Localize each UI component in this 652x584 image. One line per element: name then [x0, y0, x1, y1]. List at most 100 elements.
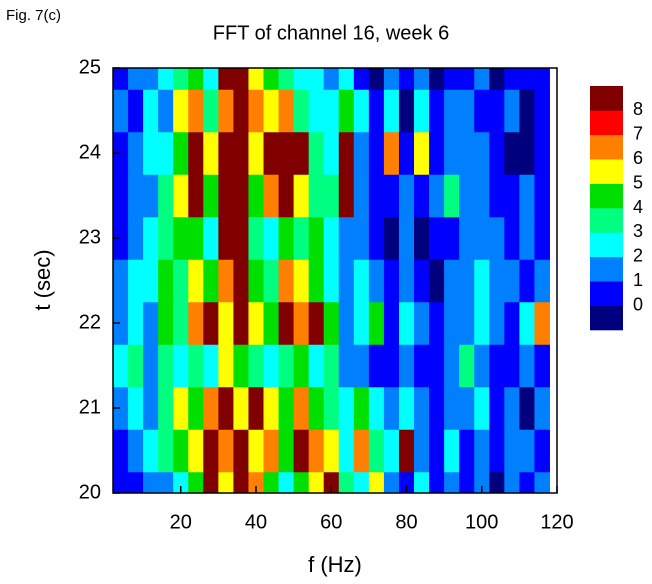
heatmap-cell	[398, 259, 415, 303]
heatmap-cell	[143, 68, 159, 90]
heatmap-cell	[534, 301, 550, 345]
heatmap-cell	[474, 301, 490, 345]
heatmap-cell	[489, 386, 505, 430]
heatmap-cell	[504, 174, 520, 218]
heatmap-cell	[534, 131, 550, 175]
heatmap-cell	[308, 68, 325, 90]
heatmap-cell	[353, 216, 370, 260]
x-tick-label: 80	[395, 511, 417, 533]
heatmap-cell	[278, 131, 295, 175]
heatmap-cell	[278, 259, 295, 303]
heatmap-cell	[383, 259, 400, 303]
heatmap-cell	[173, 259, 189, 303]
heatmap-cell	[308, 471, 325, 493]
heatmap-cell	[278, 174, 295, 218]
heatmap-cell	[293, 89, 310, 133]
heatmap-cell	[233, 471, 249, 493]
colorbar-label: 1	[633, 270, 643, 290]
heatmap-cell	[203, 386, 219, 430]
heatmap-cell	[383, 386, 400, 430]
heatmap-cell	[353, 174, 370, 218]
heatmap-cell	[113, 301, 129, 345]
heatmap-cell	[353, 131, 370, 175]
heatmap-cell	[308, 174, 325, 218]
heatmap-cell	[474, 471, 490, 493]
plot-frame	[112, 67, 558, 494]
heatmap-cell	[158, 344, 174, 388]
heatmap-cell	[263, 131, 280, 175]
heatmap-cell	[113, 259, 129, 303]
heatmap-cell	[489, 68, 505, 90]
heatmap-cell	[173, 471, 189, 493]
heatmap-cell	[293, 471, 310, 493]
heatmap-cell	[173, 344, 189, 388]
heatmap-cell	[263, 471, 280, 493]
heatmap-cell	[459, 471, 475, 493]
x-tick-label: 120	[540, 511, 573, 533]
colorbar-swatch	[590, 232, 623, 258]
heatmap-cell	[459, 68, 475, 90]
colorbar-swatch	[590, 110, 623, 136]
heatmap-cell	[263, 344, 280, 388]
heatmap-cell	[429, 471, 445, 493]
heatmap-cell	[383, 68, 400, 90]
heatmap-cell	[414, 301, 430, 345]
x-tick-label: 100	[465, 511, 498, 533]
heatmap-cell	[429, 301, 445, 345]
heatmap-cell	[263, 429, 280, 473]
heatmap-cell	[459, 259, 475, 303]
heatmap-cell	[113, 68, 129, 90]
heatmap-cell	[398, 68, 415, 90]
heatmap-cell	[489, 174, 505, 218]
heatmap-cell	[534, 344, 550, 388]
heatmap-cell	[534, 429, 550, 473]
y-tick-label: 20	[79, 481, 101, 503]
heatmap-cell	[398, 216, 415, 260]
heatmap-cell	[278, 216, 295, 260]
heatmap-cell	[383, 471, 400, 493]
figure-label: Fig. 7(c)	[6, 7, 61, 24]
heatmap-cell	[519, 131, 535, 175]
heatmap-cell	[338, 429, 355, 473]
heatmap-cell	[368, 301, 385, 345]
heatmap-cell	[263, 386, 280, 430]
heatmap-cell	[519, 301, 535, 345]
heatmap-cell	[398, 131, 415, 175]
heatmap-cell	[188, 89, 204, 133]
heatmap-cell	[143, 259, 159, 303]
heatmap-cell	[248, 471, 265, 493]
heatmap-cell	[429, 386, 445, 430]
heatmap-cell	[308, 89, 325, 133]
heatmap-cell	[173, 386, 189, 430]
heatmap-cell	[504, 68, 520, 90]
heatmap-cell	[278, 471, 295, 493]
colorbar-label: 3	[633, 221, 643, 241]
heatmap-cell	[323, 174, 340, 218]
heatmap-cell	[534, 89, 550, 133]
heatmap-cell	[143, 89, 159, 133]
heatmap-cell	[414, 131, 430, 175]
heatmap-cell	[128, 344, 144, 388]
heatmap-cell	[368, 131, 385, 175]
heatmap-cell	[263, 259, 280, 303]
heatmap-cell	[459, 89, 475, 133]
heatmap-cell	[188, 174, 204, 218]
heatmap-cell	[474, 259, 490, 303]
y-tick-label: 21	[79, 396, 101, 418]
heatmap-cell	[489, 89, 505, 133]
heatmap-cell	[128, 174, 144, 218]
heatmap-cell	[474, 131, 490, 175]
heatmap-cell	[278, 344, 295, 388]
heatmap-cell	[398, 344, 415, 388]
heatmap-cell	[323, 68, 340, 90]
heatmap-cell	[489, 301, 505, 345]
heatmap-cell	[398, 386, 415, 430]
heatmap-cell	[248, 68, 265, 90]
heatmap-cell	[444, 174, 460, 218]
colorbar-swatch	[590, 86, 623, 111]
heatmap-cell	[534, 68, 550, 90]
heatmap-cell	[143, 174, 159, 218]
heatmap-cell	[188, 429, 204, 473]
heatmap-cell	[143, 216, 159, 260]
heatmap-cell	[128, 216, 144, 260]
